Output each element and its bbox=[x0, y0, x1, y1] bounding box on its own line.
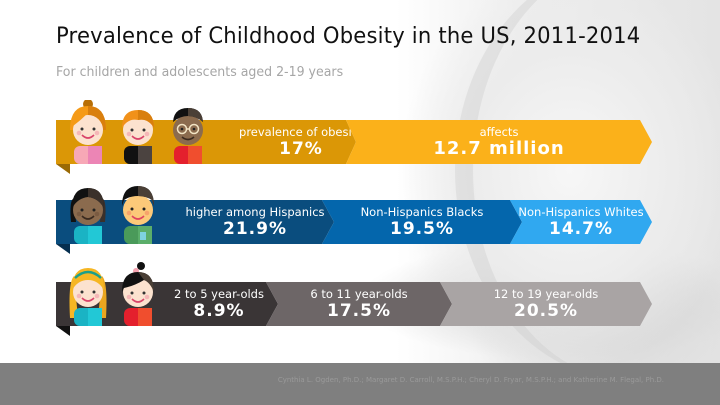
segment-label: 6 to 11 year-olds bbox=[310, 287, 408, 301]
segment-non-hispanic-whites: Non-Hispanics Whites 14.7% bbox=[510, 200, 652, 244]
segment-label: Non-Hispanics Whites bbox=[518, 205, 644, 219]
segment-label: 2 to 5 year-olds bbox=[174, 287, 264, 301]
segment-value: 14.7% bbox=[549, 219, 613, 239]
segment-affects: affects 12.7 million bbox=[346, 120, 652, 164]
girl-face-icon bbox=[66, 100, 110, 164]
author-credits: Cynthia L. Ogden, Ph.D.; Margaret D. Car… bbox=[277, 376, 664, 384]
footer-bar: Cynthia L. Ogden, Ph.D.; Margaret D. Car… bbox=[0, 363, 720, 405]
page-title: Prevalence of Childhood Obesity in the U… bbox=[56, 24, 641, 49]
segment-value: 17% bbox=[279, 139, 323, 159]
segment-label: Non-Hispanics Blacks bbox=[360, 205, 484, 219]
ribbon-fold bbox=[56, 244, 70, 254]
segment-prevalence: prevalence of obesity 17% bbox=[56, 120, 356, 164]
ribbon-fold bbox=[56, 164, 70, 174]
girl-ponytail-face-icon bbox=[116, 262, 160, 326]
segment-non-hispanic-blacks: Non-Hispanics Blacks 19.5% bbox=[322, 200, 522, 244]
boy-face-icon bbox=[116, 100, 160, 164]
face-icons bbox=[66, 100, 210, 164]
ribbon-fold bbox=[56, 326, 70, 336]
row-age: 2 to 5 year-olds 8.9% 6 to 11 year-olds … bbox=[56, 262, 656, 336]
segment-value: 17.5% bbox=[327, 301, 391, 321]
segment-6-to-11: 6 to 11 year-olds 17.5% bbox=[266, 282, 452, 326]
page-subtitle: For children and adolescents aged 2-19 y… bbox=[56, 64, 344, 80]
segment-label: affects bbox=[479, 125, 519, 139]
segment-value: 8.9% bbox=[193, 301, 245, 321]
boy-face-icon bbox=[116, 180, 160, 244]
segment-value: 21.9% bbox=[223, 219, 287, 239]
segment-label: 12 to 19 year-olds bbox=[493, 287, 599, 301]
segment-value: 12.7 million bbox=[433, 138, 565, 159]
segment-label: prevalence of obesity bbox=[239, 125, 363, 139]
segment-value: 20.5% bbox=[514, 301, 578, 321]
row-overall: prevalence of obesity 17% affects 12.7 m… bbox=[56, 100, 656, 174]
girl-face-icon bbox=[66, 180, 110, 244]
segment-value: 19.5% bbox=[390, 219, 454, 239]
face-icons bbox=[66, 262, 160, 326]
face-icons bbox=[66, 180, 160, 244]
boy-glasses-face-icon bbox=[166, 100, 210, 164]
girl-headband-face-icon bbox=[66, 262, 110, 326]
row-ethnicity: higher among Hispanics 21.9% Non-Hispani… bbox=[56, 180, 656, 254]
segment-label: higher among Hispanics bbox=[185, 205, 325, 219]
segment-12-to-19: 12 to 19 year-olds 20.5% bbox=[440, 282, 652, 326]
